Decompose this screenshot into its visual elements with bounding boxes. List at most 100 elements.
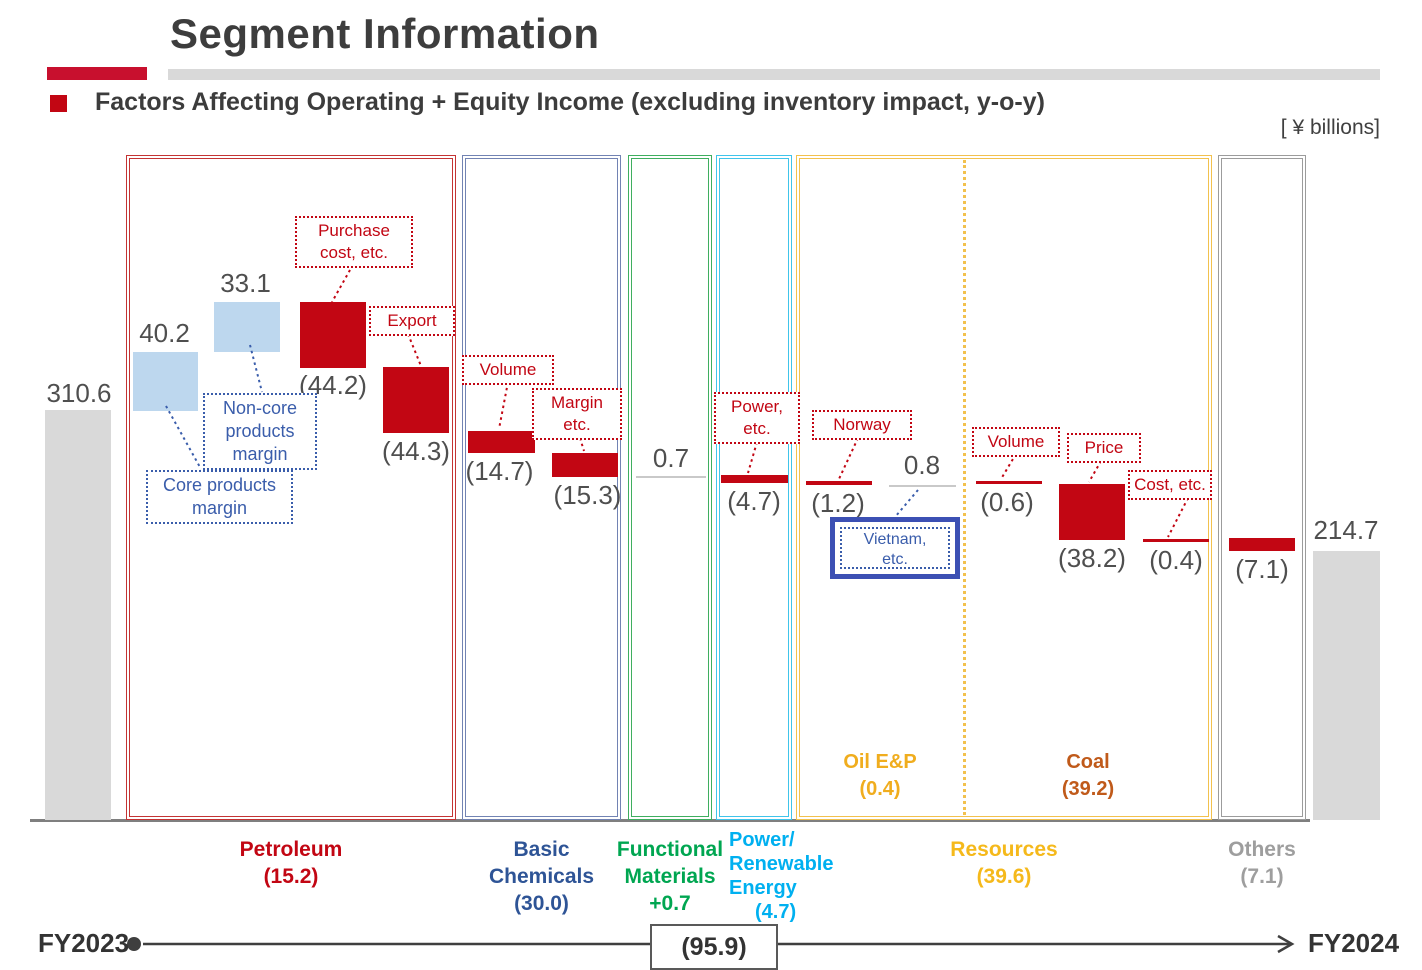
callout-export-line1: Export [387, 311, 437, 330]
basic-name-line2: Chemicals [488, 865, 595, 888]
segment-frame-basic-chemicals [462, 155, 621, 820]
bar-core-products-margin [133, 352, 198, 411]
callout-vietnam-highlight: Vietnam, etc. [830, 517, 960, 579]
timeline-total-change-box: (95.9) [650, 924, 778, 970]
segment-label-petroleum: Petroleum (15.2) [126, 836, 456, 890]
bullet-square-icon [50, 95, 67, 112]
unit-label: [ ¥ billions] [1280, 116, 1380, 139]
petroleum-name: Petroleum [239, 838, 343, 861]
callout-coal-price: Price [1067, 433, 1141, 463]
bar-vietnam-net-line [889, 485, 956, 487]
value-coal-cost: (0.4) [1149, 545, 1203, 575]
callout-vietnam-line1: Vietnam, [863, 531, 927, 548]
callout-export: Export [369, 306, 455, 336]
subsegment-label-oil-ep: Oil E&P (0.4) [796, 749, 964, 803]
callout-purchase-cost-line2: cost, etc. [319, 243, 389, 262]
bar-norway [806, 481, 872, 485]
callout-power-etc: Power, etc. [714, 392, 800, 444]
segment-frame-others [1218, 155, 1306, 820]
resources-name: Resources [950, 838, 1058, 861]
value-end-total: 214.7 [1313, 515, 1379, 545]
segment-label-power-renewable: Power/ Renewable Energy (4.7) [729, 828, 849, 924]
timeline-end-label: FY2024 [1308, 928, 1400, 958]
timeline-total-change-value: (95.9) [681, 933, 747, 961]
value-norway: (1.2) [811, 488, 865, 518]
callout-coal-volume: Volume [972, 427, 1060, 457]
callout-coal-cost-line1: Cost, etc. [1134, 475, 1206, 494]
bar-coal-price [1059, 484, 1125, 540]
value-others: (7.1) [1235, 554, 1289, 584]
value-start-total: 310.6 [46, 378, 112, 408]
title-rule [168, 69, 1380, 80]
callout-norway-line1: Norway [833, 415, 891, 434]
bar-coal-cost [1143, 539, 1209, 542]
basic-total: (30.0) [514, 892, 569, 915]
title-accent-bar [47, 67, 147, 80]
callout-vietnam-line2: etc. [882, 551, 908, 568]
segment-label-resources: Resources (39.6) [796, 836, 1212, 890]
functional-total: +0.7 [649, 892, 691, 915]
callout-non-core-line3: margin [232, 444, 288, 464]
petroleum-total: (15.2) [263, 865, 319, 888]
others-name: Others [1228, 838, 1296, 861]
segment-label-others: Others (7.1) [1218, 836, 1306, 890]
bar-coal-volume [976, 481, 1042, 484]
callout-power-etc-line1: Power, [731, 397, 783, 416]
resources-total: (39.6) [976, 865, 1032, 888]
callout-basic-volume-line1: Volume [479, 360, 537, 379]
power-name-line2: Renewable [729, 853, 834, 875]
oil-ep-name: Oil E&P [843, 751, 917, 773]
segment-frame-petroleum [126, 155, 456, 820]
value-non-core-products-margin: 33.1 [220, 268, 271, 298]
bar-basic-volume [468, 431, 535, 453]
power-name-line1: Power/ [729, 829, 795, 851]
value-basic-volume: (14.7) [465, 456, 534, 486]
bar-functional-net-line [636, 476, 706, 478]
subsegment-label-coal: Coal (39.2) [964, 749, 1212, 803]
bar-power-etc [721, 475, 788, 483]
callout-core-line2: margin [191, 498, 248, 518]
value-functional-net: 0.7 [652, 443, 690, 473]
bar-end-total [1313, 551, 1380, 820]
callout-non-core-line1: Non-core [222, 398, 298, 418]
timeline-arrowhead-icon [1277, 934, 1295, 954]
timeline-start-dot-icon [127, 937, 141, 951]
segment-label-functional-materials: Functional Materials +0.7 [614, 836, 726, 917]
power-name-line3: Energy [729, 877, 797, 899]
coal-total: (39.2) [1061, 778, 1115, 800]
callout-vietnam: Vietnam, etc. [840, 527, 950, 569]
chart-subtitle: Factors Affecting Operating + Equity Inc… [95, 88, 1045, 116]
value-power-etc: (4.7) [727, 486, 781, 516]
callout-purchase-cost: Purchase cost, etc. [295, 216, 413, 268]
segment-label-basic-chemicals: Basic Chemicals (30.0) [462, 836, 621, 917]
bar-export [383, 367, 449, 433]
callout-coal-volume-line1: Volume [987, 432, 1045, 451]
callout-power-etc-line2: etc. [743, 419, 771, 438]
callout-basic-margin-line1: Margin [551, 393, 603, 412]
basic-name-line1: Basic [513, 838, 570, 861]
callout-core-margin: Core products margin [146, 470, 293, 524]
x-axis-line [30, 819, 1310, 822]
callout-purchase-cost-line1: Purchase [318, 221, 390, 240]
bar-basic-margin [552, 453, 618, 477]
bar-non-core-products-margin [214, 302, 280, 352]
functional-name-line2: Materials [624, 865, 716, 888]
functional-name-line1: Functional [616, 838, 724, 861]
callout-core-line1: Core products [162, 475, 277, 495]
value-core-products-margin: 40.2 [139, 318, 190, 348]
segment-frame-power-renewable [716, 155, 792, 820]
callout-coal-cost: Cost, etc. [1128, 470, 1212, 500]
callout-basic-margin: Margin etc. [532, 388, 622, 440]
callout-basic-margin-line2: etc. [563, 415, 591, 434]
value-coal-price: (38.2) [1058, 543, 1126, 573]
segment-frame-functional-materials [628, 155, 712, 820]
bar-purchase-cost [300, 302, 366, 368]
bar-others [1229, 538, 1295, 551]
value-vietnam: 0.8 [903, 450, 941, 480]
callout-basic-volume: Volume [462, 355, 554, 385]
page-title: Segment Information [170, 10, 600, 57]
power-total: (4.7) [755, 901, 797, 923]
resources-subsegment-divider [963, 160, 966, 815]
callout-coal-price-line1: Price [1084, 438, 1124, 457]
bar-start-total [45, 410, 111, 820]
